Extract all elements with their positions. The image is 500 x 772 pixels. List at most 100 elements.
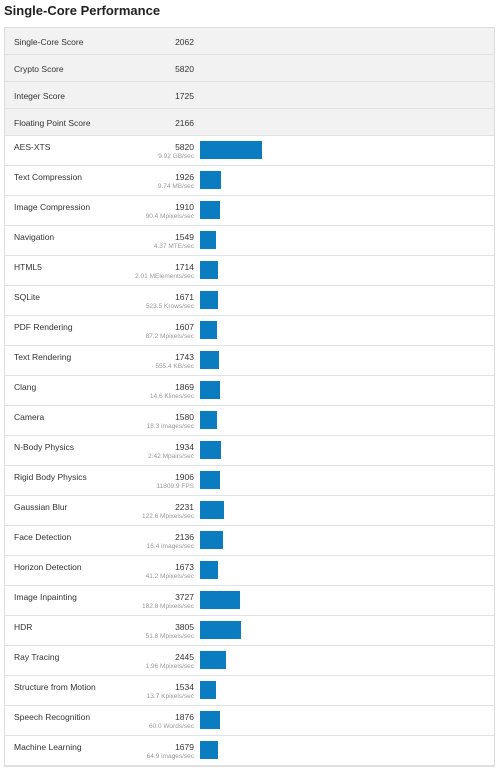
benchmark-row: Image Inpainting 3727 182.8 Mpixels/sec [5,586,494,616]
summary-label: Integer Score [14,91,66,101]
score-bar [200,201,221,219]
score-bar [200,711,220,729]
benchmark-row: Camera 1580 18.3 images/sec [5,406,494,436]
benchmark-row: Ray Tracing 2445 1.96 Mpixels/sec [5,646,494,676]
benchmark-name: Face Detection [14,532,72,542]
benchmark-detail: 11809.9 FPS [156,483,194,490]
summary-score: 2062 [175,37,194,47]
benchmark-name: PDF Rendering [14,322,73,332]
benchmark-name: Camera [14,412,45,422]
summary-score: 2166 [175,118,194,128]
benchmark-score: 1549 [175,232,194,242]
benchmark-detail: 87.2 Mpixels/sec [145,333,194,340]
benchmark-detail: 523.5 Krows/sec [145,303,194,310]
benchmark-detail: 64.9 images/sec [146,753,194,760]
score-bar [200,441,221,459]
benchmark-detail: 122.6 Mpixels/sec [141,513,194,520]
benchmark-score: 1906 [175,472,194,482]
benchmark-detail: 41.2 Mpixels/sec [145,573,194,580]
benchmark-detail: 182.8 Mpixels/sec [141,603,194,610]
benchmark-name: Structure from Motion [14,682,96,692]
benchmark-score: 1743 [175,352,194,362]
benchmark-name: Image Inpainting [14,592,77,602]
summary-label: Single-Core Score [14,37,84,47]
score-bar [200,501,224,519]
benchmark-name: HTML5 [14,262,42,272]
benchmark-row: Text Compression 1926 9.74 MB/sec [5,166,494,196]
benchmark-name: Image Compression [14,202,91,212]
score-bar [200,231,217,249]
summary-row: Floating Point Score 2166 [5,109,494,136]
benchmark-row: AES-XTS 5820 9.92 GB/sec [5,136,494,166]
benchmark-detail: 51.8 Mpixels/sec [145,633,194,640]
benchmark-score: 1910 [175,202,194,212]
benchmark-detail: 16.4 images/sec [146,543,194,550]
benchmark-row: Text Rendering 1743 555.4 KB/sec [5,346,494,376]
benchmark-score: 1876 [175,712,194,722]
summary-row: Single-Core Score 2062 [5,28,494,55]
score-bar [200,411,217,429]
score-bar [200,651,227,669]
benchmark-score: 1673 [175,562,194,572]
score-bar [200,471,221,489]
summary-score: 1725 [175,91,194,101]
benchmark-score: 1607 [175,322,194,332]
summary-row: Integer Score 1725 [5,82,494,109]
benchmark-name: Ray Tracing [14,652,60,662]
benchmark-score: 1580 [175,412,194,422]
benchmark-score: 1869 [175,382,194,392]
benchmark-detail: 9.74 MB/sec [157,183,194,190]
benchmark-detail: 4.37 MTE/sec [153,243,194,250]
benchmark-name: Horizon Detection [14,562,82,572]
score-bar [200,291,218,309]
benchmark-score: 1926 [175,172,194,182]
benchmark-row: HDR 3805 51.8 Mpixels/sec [5,616,494,646]
benchmark-name: Machine Learning [14,742,82,752]
benchmark-name: Gaussian Blur [14,502,68,512]
benchmark-name: HDR [14,622,33,632]
benchmark-detail: 90.4 Mpixels/sec [145,213,194,220]
benchmark-detail: 18.3 images/sec [146,423,194,430]
benchmark-detail: 555.4 KB/sec [155,363,194,370]
summary-label: Floating Point Score [14,118,91,128]
score-bar [200,741,218,759]
score-bar [200,591,240,609]
benchmark-score: 1671 [175,292,194,302]
score-bar [200,621,241,639]
summary-label: Crypto Score [14,64,64,74]
score-bar [200,351,219,369]
benchmark-score: 1714 [175,262,194,272]
benchmark-row: Gaussian Blur 2231 122.6 Mpixels/sec [5,496,494,526]
benchmark-row: Speech Recognition 1876 60.0 Words/sec [5,706,494,736]
benchmark-detail: 60.0 Words/sec [148,723,194,730]
benchmark-score: 1934 [175,442,194,452]
benchmark-name: N-Body Physics [14,442,74,452]
benchmark-score: 2231 [175,502,194,512]
benchmark-row: PDF Rendering 1607 87.2 Mpixels/sec [5,316,494,346]
results-table: Single-Core Score 2062 Crypto Score 5820 Int… [4,27,495,767]
benchmark-score: 1679 [175,742,194,752]
score-bar [200,261,219,279]
benchmark-detail: 2.42 Mpairs/sec [148,453,194,460]
benchmark-row: N-Body Physics 1934 2.42 Mpairs/sec [5,436,494,466]
benchmark-score: 1534 [175,682,194,692]
benchmark-name: Rigid Body Physics [14,472,87,482]
benchmark-score: 3727 [175,592,194,602]
benchmark-detail: 2.01 MElements/sec [135,273,194,280]
benchmark-row: Face Detection 2136 16.4 images/sec [5,526,494,556]
benchmark-name: Navigation [14,232,55,242]
benchmark-name: Text Rendering [14,352,72,362]
score-bar [200,321,218,339]
benchmark-name: AES-XTS [14,142,51,152]
benchmark-row: Image Compression 1910 90.4 Mpixels/sec [5,196,494,226]
score-bar [200,681,217,699]
summary-row: Crypto Score 5820 [5,55,494,82]
benchmark-row: Clang 1869 14.6 Klines/sec [5,376,494,406]
benchmark-name: Text Compression [14,172,83,182]
score-bar [200,381,220,399]
summary-score: 5820 [175,64,194,74]
score-bar [200,531,223,549]
benchmark-row: Horizon Detection 1673 41.2 Mpixels/sec [5,556,494,586]
benchmark-row: Navigation 1549 4.37 MTE/sec [5,226,494,256]
